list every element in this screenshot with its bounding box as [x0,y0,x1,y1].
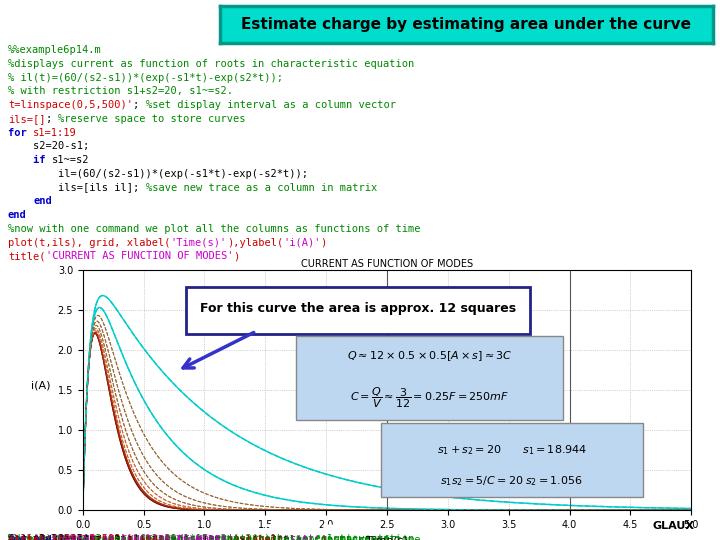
Text: 'i(A)': 'i(A)' [283,238,320,247]
Text: %save new trace as a column in matrix: %save new trace as a column in matrix [145,183,377,193]
Text: For this curve the area is approx. 12 squares: For this curve the area is approx. 12 sq… [200,302,516,315]
Text: %displays current as function of roots in characteristic equation: %displays current as function of roots i… [8,534,414,540]
Text: ils=[ils il];: ils=[ils il]; [8,183,145,193]
Text: %%example6p14.m: %%example6p14.m [8,534,102,540]
Text: %reserve space to store curves: %reserve space to store curves [58,114,246,124]
Text: s2=20-s1;: s2=20-s1; [8,535,89,540]
Y-axis label: i(A): i(A) [31,380,50,390]
Text: %set display interval as a column vector: %set display interval as a column vector [145,534,395,540]
Text: s1~=s2: s1~=s2 [52,535,89,540]
Text: ;: ; [45,114,58,124]
Text: end: end [33,196,52,206]
Text: ),ylabel(: ),ylabel( [227,535,283,540]
Text: 'CURRENT AS FUNCTION OF MODES': 'CURRENT AS FUNCTION OF MODES' [45,535,233,540]
Text: t=linspace(0,5,500)': t=linspace(0,5,500)' [8,534,133,540]
Text: %now with one command we plot all the columns as functions of time: %now with one command we plot all the co… [8,535,420,540]
Text: ): ) [233,535,239,540]
Text: for: for [8,535,33,540]
Text: 'CURRENT AS FUNCTION OF MODES': 'CURRENT AS FUNCTION OF MODES' [45,251,233,261]
Text: ils=[]: ils=[] [8,114,45,124]
Text: ): ) [233,251,239,261]
Text: title(: title( [8,535,45,540]
Text: $s_1 s_2 = 5/C = 20 \; s_2 = 1.056$: $s_1 s_2 = 5/C = 20 \; s_2 = 1.056$ [440,475,583,488]
Text: for: for [8,127,33,138]
Text: s1=1:19: s1=1:19 [33,127,77,138]
Text: Estimate charge by estimating area under the curve: Estimate charge by estimating area under… [241,17,691,32]
Text: ;: ; [133,100,145,110]
Text: % with restriction s1+s2=20, s1~=s2.: % with restriction s1+s2=20, s1~=s2. [8,534,233,540]
Text: ils=[ils il];: ils=[ils il]; [8,535,145,540]
Text: $s_1 + s_2 = 20 \quad\quad s_1 = 18.944$: $s_1 + s_2 = 20 \quad\quad s_1 = 18.944$ [436,443,587,457]
Text: 'Time(s)': 'Time(s)' [171,238,227,247]
Text: end: end [8,535,27,540]
Text: % il(t)=(60/(s2-s1))*(exp(-s1*t)-exp(s2*t));: % il(t)=(60/(s2-s1))*(exp(-s1*t)-exp(s2*… [8,72,283,83]
Text: if: if [33,155,52,165]
Text: s1~=s2: s1~=s2 [52,155,89,165]
Text: %save new trace as a column in matrix: %save new trace as a column in matrix [145,535,377,540]
Text: ils=[]: ils=[] [8,535,45,540]
Title: CURRENT AS FUNCTION OF MODES: CURRENT AS FUNCTION OF MODES [301,259,473,269]
Text: GLAUX: GLAUX [652,521,694,531]
Text: ): ) [320,238,327,247]
Text: 'i(A)': 'i(A)' [283,535,320,540]
Text: plot(t,ils), grid, xlabel(: plot(t,ils), grid, xlabel( [8,535,171,540]
Text: end: end [8,210,27,220]
Text: %now with one command we plot all the columns as functions of time: %now with one command we plot all the co… [8,224,420,234]
Text: s1=1:19: s1=1:19 [33,535,77,540]
Text: plot(t,ils), grid, xlabel(: plot(t,ils), grid, xlabel( [8,238,171,247]
Text: $Q \approx 12 \times 0.5 \times 0.5[A \times s] \approx 3C$: $Q \approx 12 \times 0.5 \times 0.5[A \t… [347,349,513,363]
Text: if: if [33,535,52,540]
FancyBboxPatch shape [186,287,530,334]
X-axis label: Time(s): Time(s) [366,536,408,540]
Text: %displays current as function of roots in characteristic equation: %displays current as function of roots i… [8,59,414,69]
FancyBboxPatch shape [296,336,564,420]
Text: % with restriction s1+s2=20, s1~=s2.: % with restriction s1+s2=20, s1~=s2. [8,86,233,96]
Text: $C = \dfrac{Q}{V} \approx \dfrac{3}{12} = 0.25F = 250mF$: $C = \dfrac{Q}{V} \approx \dfrac{3}{12} … [350,385,509,410]
Text: %%example6p14.m: %%example6p14.m [8,45,102,55]
Text: il=(60/(s2-s1))*(exp(-s1*t)-exp(-s2*t));: il=(60/(s2-s1))*(exp(-s1*t)-exp(-s2*t)); [8,169,308,179]
Text: ): ) [320,535,327,540]
Text: ;: ; [45,535,58,540]
Text: s2=20-s1;: s2=20-s1; [8,141,89,151]
Text: %set display interval as a column vector: %set display interval as a column vector [145,100,395,110]
Text: il=(60/(s2-s1))*(exp(-s1*t)-exp(-s2*t));: il=(60/(s2-s1))*(exp(-s1*t)-exp(-s2*t)); [8,535,308,540]
Text: ;: ; [133,534,145,540]
Text: 'Time(s)': 'Time(s)' [171,535,227,540]
Text: %reserve space to store curves: %reserve space to store curves [58,535,246,540]
Text: % il(t)=(60/(s2-s1))*(exp(-s1*t)-exp(s2*t));: % il(t)=(60/(s2-s1))*(exp(-s1*t)-exp(s2*… [8,534,283,540]
Text: t=linspace(0,5,500)': t=linspace(0,5,500)' [8,100,133,110]
FancyBboxPatch shape [381,423,642,497]
Text: title(: title( [8,251,45,261]
Text: end: end [33,535,52,540]
Text: ),ylabel(: ),ylabel( [227,238,283,247]
